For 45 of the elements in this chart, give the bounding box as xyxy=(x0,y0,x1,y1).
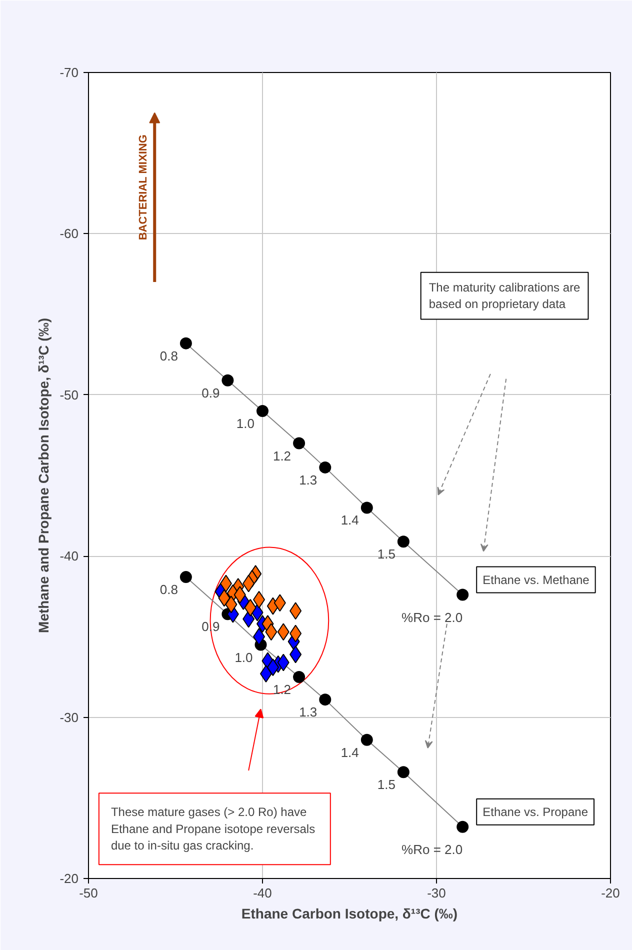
x-tick-label: -30 xyxy=(427,886,446,900)
point xyxy=(180,571,192,584)
point xyxy=(222,374,234,386)
y-tick-label: -50 xyxy=(60,387,79,402)
y-tick-label: -30 xyxy=(60,710,79,725)
point xyxy=(397,766,410,778)
point xyxy=(360,734,373,746)
annotation: 1.4 xyxy=(340,512,359,528)
x-tick-label: -40 xyxy=(253,886,272,900)
annotation: 1.0 xyxy=(236,416,255,432)
point xyxy=(319,461,332,474)
point xyxy=(319,694,332,706)
y-axis-title: Methane and Propane Carbon Isotope, δ¹³C (‰) xyxy=(36,318,52,633)
annotation: 1.4 xyxy=(340,744,359,760)
x-tick-label: -20 xyxy=(601,886,620,900)
annotation: The maturity calibrations are based on proprietary data xyxy=(428,280,581,312)
y-tick-label: -20 xyxy=(60,871,79,886)
annotation: 1.3 xyxy=(299,472,318,488)
annotation: 1.0 xyxy=(234,650,253,665)
point xyxy=(456,820,469,833)
annotation: 1.3 xyxy=(299,704,318,720)
series-label: Ethane vs. Propane xyxy=(482,804,588,819)
y-tick-label: -40 xyxy=(60,548,79,564)
annotation: 0.8 xyxy=(160,582,178,598)
x-tick-label: -50 xyxy=(79,886,98,900)
point xyxy=(360,502,373,514)
x-axis-title: Ethane Carbon Isotope, δ¹³C (‰) xyxy=(241,906,458,922)
annotation: 1.5 xyxy=(377,546,396,562)
annotation: BACTERIAL MIXING xyxy=(137,134,150,240)
annotation: These mature gases (> 2.0 Ro) have Ethane and Propane isotope reversals due to in-situ gas cracking. xyxy=(110,805,316,853)
annotation: %Ro = 2.0 xyxy=(402,842,463,857)
annotation: 0.9 xyxy=(202,385,220,400)
annotation: 1.2 xyxy=(272,448,292,464)
y-tick-label: -60 xyxy=(60,226,79,242)
series-label: Ethane vs. Methane xyxy=(482,572,590,587)
point xyxy=(180,337,192,350)
point xyxy=(397,536,410,548)
annotation: %Ro = 2.0 xyxy=(402,610,463,625)
annotation: 0.8 xyxy=(160,348,178,364)
annotation: 1.5 xyxy=(377,777,396,792)
point xyxy=(293,671,306,683)
y-tick-label: -70 xyxy=(60,65,79,80)
point xyxy=(456,588,469,601)
point xyxy=(256,405,268,418)
point xyxy=(293,437,306,450)
